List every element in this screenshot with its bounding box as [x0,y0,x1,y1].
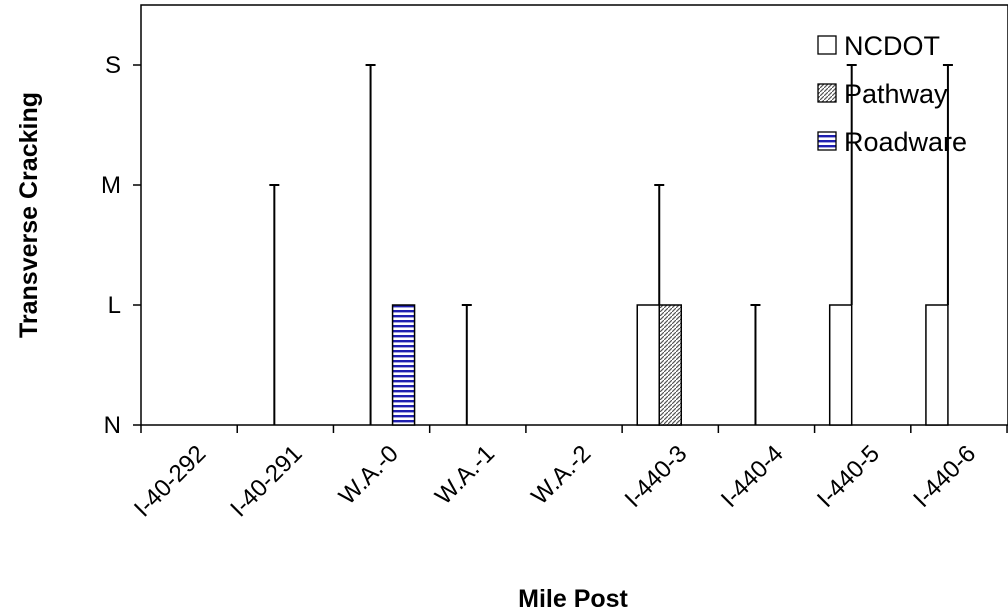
legend-swatch-pathway [817,83,837,103]
x-tick-label: W.A.-0 [334,440,404,510]
legend-label-roadware: Roadware [844,127,967,157]
legend-label-pathway: Pathway [844,79,948,109]
bar-pathway [658,304,682,426]
error-bar-layer [269,64,953,425]
x-tick-label: I-440-4 [716,440,789,513]
legend-label-ncdot: NCDOT [844,31,940,61]
y-tick-label: N [104,412,121,439]
x-tick-label: W.A.-2 [526,440,596,510]
y-tick-label: S [105,52,121,79]
bar-roadware [391,304,416,426]
x-tick-label: I-440-3 [620,440,693,513]
x-axis-title: Mile Post [518,585,628,613]
x-tick-label: I-40-292 [129,440,211,522]
legend: NCDOT Pathway Roadware [817,31,967,157]
legend-swatch-roadware [817,131,837,151]
x-tick-label: I-40-291 [225,440,307,522]
bar-ncdot [636,304,660,426]
y-tick-label: M [101,172,121,199]
bar-ncdot [828,304,853,426]
bars-layer [391,304,949,426]
y-axis-title: Transverse Cracking [15,92,43,338]
x-tick-label: I-440-5 [812,440,885,513]
legend-swatch-ncdot [817,35,837,55]
y-tick-label: L [108,292,121,319]
bar-ncdot [925,304,949,426]
x-tick-label: W.A.-1 [430,440,500,510]
plot-area [140,4,1008,426]
x-tick-label: I-440-6 [908,440,981,513]
